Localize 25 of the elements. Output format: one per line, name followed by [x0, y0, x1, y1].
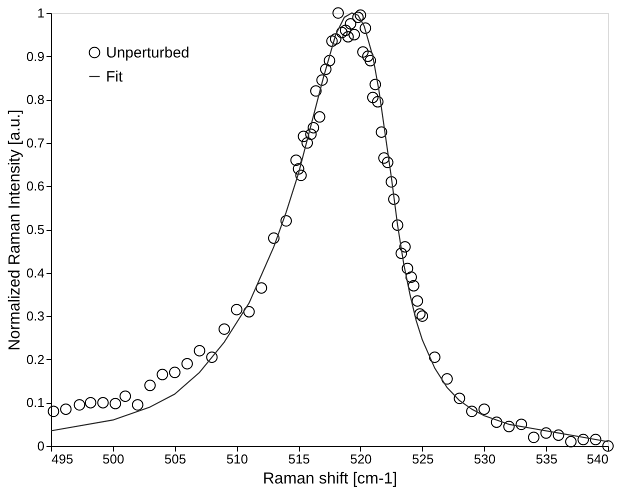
legend-label: Fit	[106, 68, 124, 86]
x-tick-label: 520	[350, 452, 372, 466]
x-tick-label: 500	[102, 452, 124, 466]
x-tick-label: 530	[474, 452, 496, 466]
y-tick-label: 0.4	[26, 265, 44, 280]
y-tick-label: 1	[37, 6, 44, 20]
y-axis-title: Normalized Raman Intensity [a.u.]	[6, 110, 24, 350]
y-tick-label: 0.2	[26, 352, 44, 367]
y-tick-label: 0.7	[26, 135, 44, 150]
x-tick-label: 510	[226, 452, 248, 466]
x-tick-label: 535	[536, 452, 558, 466]
y-tick-label: 0.9	[26, 48, 44, 64]
y-tick-label: 0.5	[26, 222, 44, 237]
legend-label: Unperturbed	[106, 44, 190, 62]
x-axis-title: Raman shift [cm-1]	[262, 470, 398, 488]
x-tick-label: 505	[164, 452, 186, 466]
y-tick-label: 0.3	[26, 308, 44, 324]
x-tick-label: 495	[52, 452, 74, 466]
x-tick-label: 515	[288, 452, 310, 466]
y-tick-label: 0.6	[26, 178, 44, 194]
y-tick-label: 0	[37, 438, 44, 454]
y-tick-label: 0.1	[26, 395, 44, 410]
x-tick-label: 525	[412, 452, 434, 466]
x-tick-label: 540	[586, 452, 608, 466]
y-tick-label: 0.8	[26, 92, 44, 108]
